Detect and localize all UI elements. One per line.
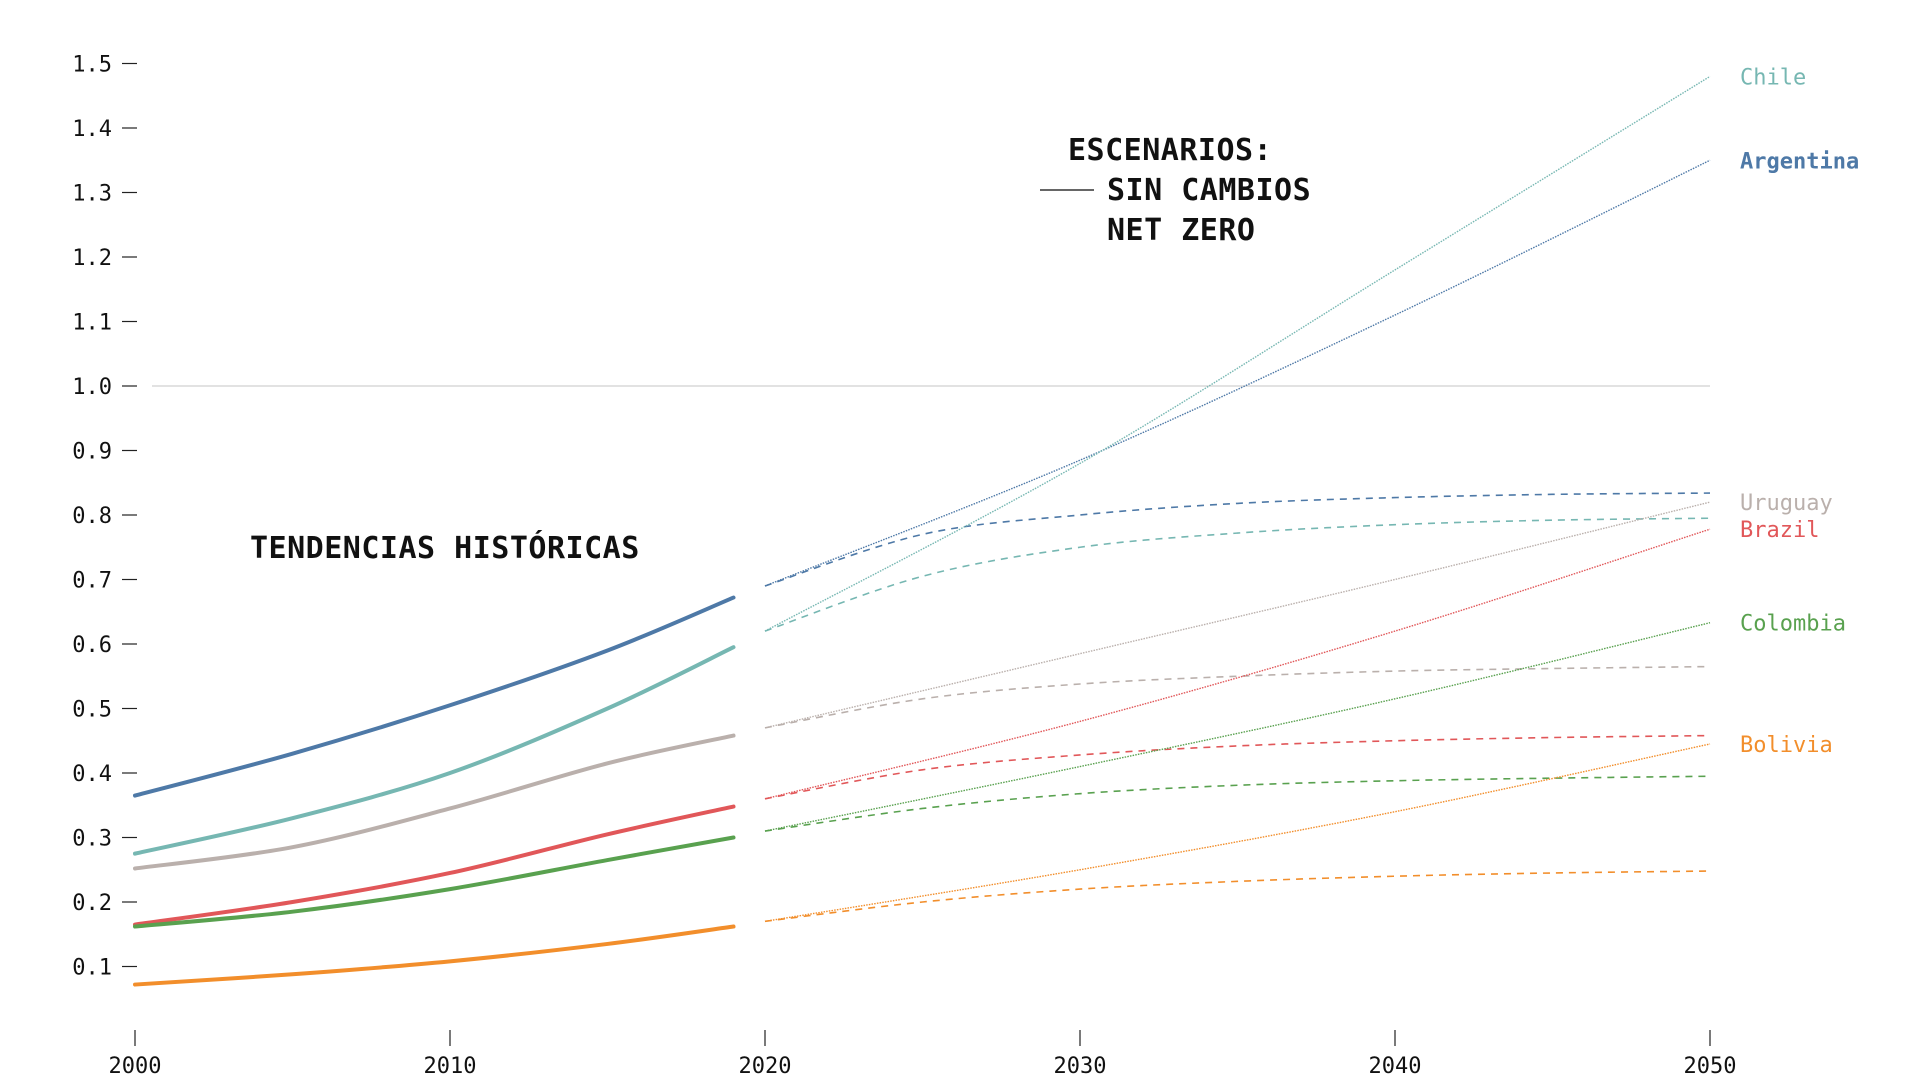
y-tick-label: 1.3 — [72, 182, 112, 207]
series-colombia-net-zero — [764, 775, 1711, 832]
series-brazil-historical — [133, 804, 736, 927]
y-tick-label: 0.8 — [72, 504, 112, 529]
series-chile-sin-cambios — [764, 75, 1711, 632]
y-tick-label: 0.6 — [72, 633, 112, 658]
country-label-argentina: Argentina — [1740, 149, 1859, 174]
x-axis: 2000 2010 2020 2030 2040 2050 — [109, 1030, 1737, 1079]
x-tick-label: 2030 — [1054, 1054, 1107, 1079]
x-tick-label: 2000 — [109, 1054, 162, 1079]
y-tick-label: 0.9 — [72, 440, 112, 465]
x-tick-label: 2040 — [1369, 1054, 1422, 1079]
series-bolivia-net-zero — [764, 870, 1711, 923]
series-brazil-sin-cambios — [764, 528, 1711, 800]
historical-trends-annotation: TENDENCIAS HISTÓRICAS — [250, 529, 640, 566]
series-colombia-sin-cambios — [764, 622, 1711, 832]
y-tick-label: 0.4 — [72, 762, 112, 787]
y-tick-label: 1.0 — [72, 375, 112, 400]
series-argentina-historical — [133, 595, 736, 798]
series-argentina-sin-cambios — [764, 159, 1711, 587]
series-layer — [133, 75, 1711, 987]
y-tick-label: 0.2 — [72, 891, 112, 916]
scenario-sin-cambios-label: SIN CAMBIOS — [1107, 173, 1311, 208]
series-bolivia-historical — [133, 924, 736, 987]
y-tick-label: 0.1 — [72, 956, 112, 981]
x-tick-label: 2010 — [424, 1054, 477, 1079]
series-uruguay-historical — [133, 733, 736, 871]
country-label-chile: Chile — [1740, 65, 1806, 90]
y-tick-label: 1.5 — [72, 53, 112, 78]
y-tick-label: 0.3 — [72, 827, 112, 852]
y-axis: 0.1 0.2 0.3 0.4 0.5 0.6 0.7 0.8 0.9 1.0 1.1 1.2 1.3 1… — [72, 53, 137, 981]
series-chile-historical — [133, 645, 736, 856]
country-label-colombia: Colombia — [1740, 612, 1846, 637]
y-tick-label: 1.4 — [72, 117, 112, 142]
series-brazil-net-zero — [764, 734, 1711, 800]
x-tick-label: 2020 — [739, 1054, 792, 1079]
country-label-uruguay: Uruguay — [1740, 491, 1833, 516]
country-label-brazil: Brazil — [1740, 518, 1819, 543]
y-tick-label: 1.2 — [72, 246, 112, 271]
scenario-net-zero-label: NET ZERO — [1107, 213, 1256, 248]
y-tick-label: 0.5 — [72, 698, 112, 723]
series-argentina-net-zero — [764, 492, 1711, 587]
series-colombia-historical — [133, 835, 736, 929]
y-tick-label: 1.1 — [72, 311, 112, 336]
series-bolivia-sin-cambios — [764, 743, 1711, 923]
x-tick-label: 2050 — [1684, 1054, 1737, 1079]
country-label-bolivia: Bolivia — [1740, 733, 1833, 758]
y-tick-label: 0.7 — [72, 569, 112, 594]
series-uruguay-sin-cambios — [764, 501, 1711, 729]
series-uruguay-net-zero — [764, 665, 1711, 729]
scenarios-title: ESCENARIOS: — [1068, 133, 1272, 168]
series-chile-net-zero — [764, 517, 1711, 632]
